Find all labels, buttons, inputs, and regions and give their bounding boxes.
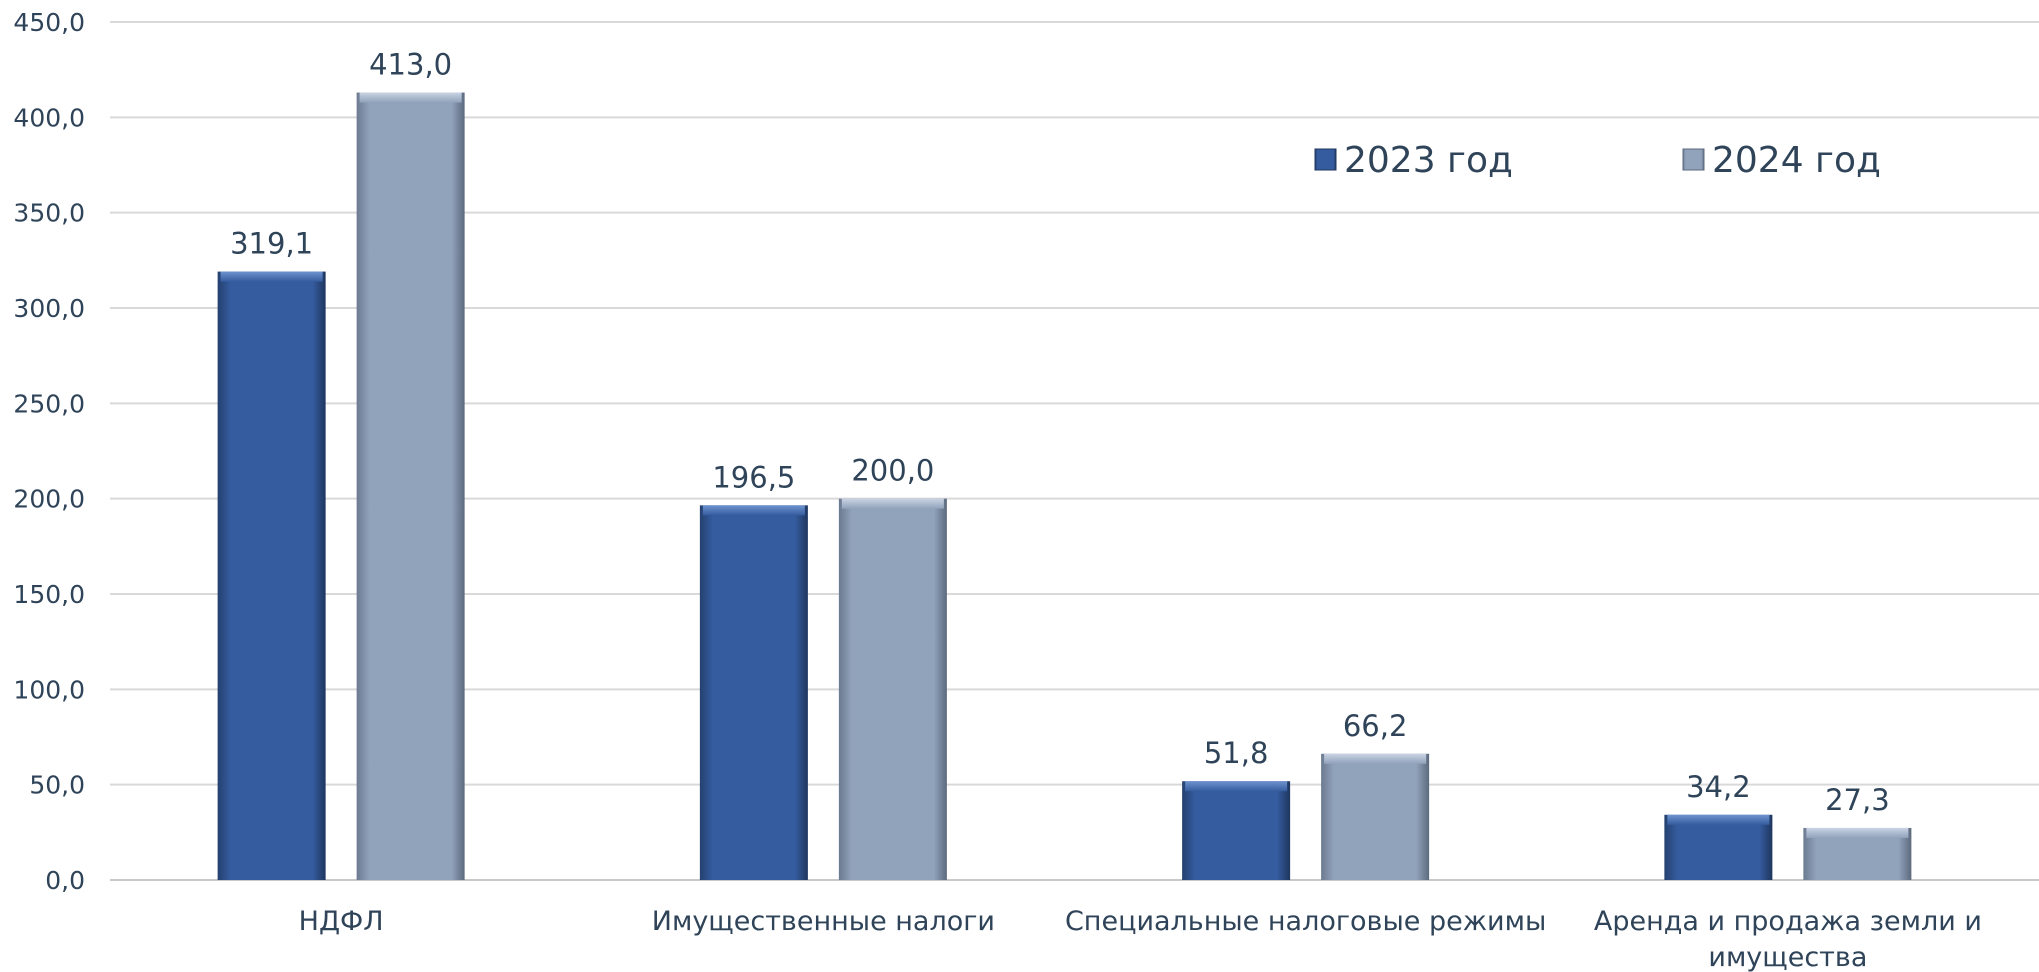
- x-tick-label-line: Специальные налоговые режимы: [1065, 906, 1546, 937]
- y-tick-label: 300,0: [13, 294, 85, 323]
- x-tick-label: Специальные налоговые режимы: [1065, 906, 1546, 937]
- bar-2024-cat-2: [1321, 753, 1430, 880]
- x-axis: НДФЛ Имущественные налоги Специальные нало…: [299, 906, 1982, 972]
- bar-2023-cat-0: [217, 271, 326, 881]
- legend: 2023 год 2024 год: [1314, 140, 1881, 181]
- bar-bevel: [359, 92, 462, 103]
- x-tick-label-line: Аренда и продажа земли и: [1594, 906, 1982, 937]
- bar-bevel: [1667, 814, 1770, 825]
- bar-bevel: [220, 271, 323, 282]
- data-label: 200,0: [851, 454, 934, 488]
- data-label: 196,5: [712, 460, 795, 494]
- y-axis: 0,0 50,0 100,0 150,0 200,0 250,0 300,0 350,0 400…: [13, 8, 85, 895]
- x-tick-label-line: Имущественные налоги: [652, 906, 995, 937]
- legend-swatch-2023: [1314, 148, 1337, 171]
- bar-bevel: [1324, 753, 1427, 764]
- bar-2024-cat-1: [838, 498, 947, 880]
- y-tick-label: 200,0: [13, 485, 85, 514]
- x-tick-label: НДФЛ: [299, 906, 384, 937]
- y-tick-label: 100,0: [13, 675, 85, 704]
- bar-2023-cat-2: [1182, 781, 1291, 880]
- bar-bevel: [1185, 781, 1288, 792]
- bars: [217, 92, 1912, 881]
- bar-2023-cat-1: [699, 505, 808, 880]
- data-label: 34,2: [1686, 770, 1751, 804]
- data-label: 319,1: [230, 227, 313, 261]
- data-label: 51,8: [1204, 736, 1269, 770]
- y-tick-label: 450,0: [13, 8, 85, 37]
- legend-label-2023: 2023 год: [1344, 140, 1513, 181]
- y-tick-label: 0,0: [45, 866, 85, 895]
- x-tick-label: Аренда и продажа земли и имущества: [1594, 906, 1982, 972]
- x-tick-label-line: имущества: [1708, 942, 1867, 972]
- data-label: 66,2: [1343, 709, 1408, 743]
- y-tick-label: 50,0: [29, 771, 85, 800]
- bar-2023-cat-3: [1664, 814, 1773, 880]
- legend-swatch-2024: [1682, 148, 1705, 171]
- legend-label-2024: 2024 год: [1712, 140, 1881, 181]
- bar-bevel: [841, 498, 944, 509]
- bar-2024-cat-0: [356, 92, 465, 880]
- bar-bevel: [1806, 827, 1909, 838]
- y-tick-label: 350,0: [13, 199, 85, 228]
- bar-bevel: [702, 505, 805, 516]
- x-tick-label: Имущественные налоги: [652, 906, 995, 937]
- y-tick-label: 250,0: [13, 389, 85, 418]
- data-label: 413,0: [369, 48, 452, 82]
- data-label: 27,3: [1825, 783, 1890, 817]
- data-labels: 319,1 413,0 196,5 200,0 51,8 66,2 34,2 27,3: [230, 48, 1890, 817]
- y-tick-label: 400,0: [13, 103, 85, 132]
- x-tick-label-line: НДФЛ: [299, 906, 384, 937]
- y-tick-label: 150,0: [13, 580, 85, 609]
